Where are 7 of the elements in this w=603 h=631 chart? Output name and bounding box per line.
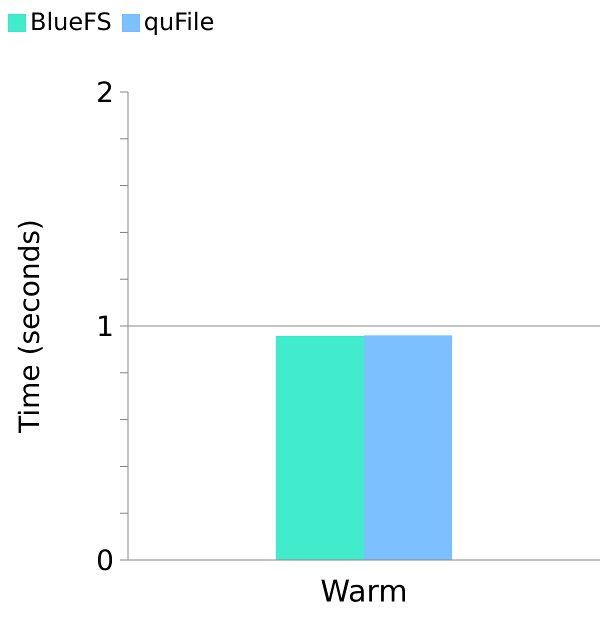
y-axis-title: Time (seconds) bbox=[12, 219, 46, 434]
legend-label: BlueFS bbox=[30, 8, 112, 36]
y-tick-label: 1 bbox=[96, 310, 114, 343]
y-tick-label: 2 bbox=[96, 76, 114, 109]
y-tick-label: 0 bbox=[96, 544, 114, 577]
x-tick-label: Warm bbox=[320, 574, 408, 610]
legend-label: quFile bbox=[144, 8, 214, 36]
